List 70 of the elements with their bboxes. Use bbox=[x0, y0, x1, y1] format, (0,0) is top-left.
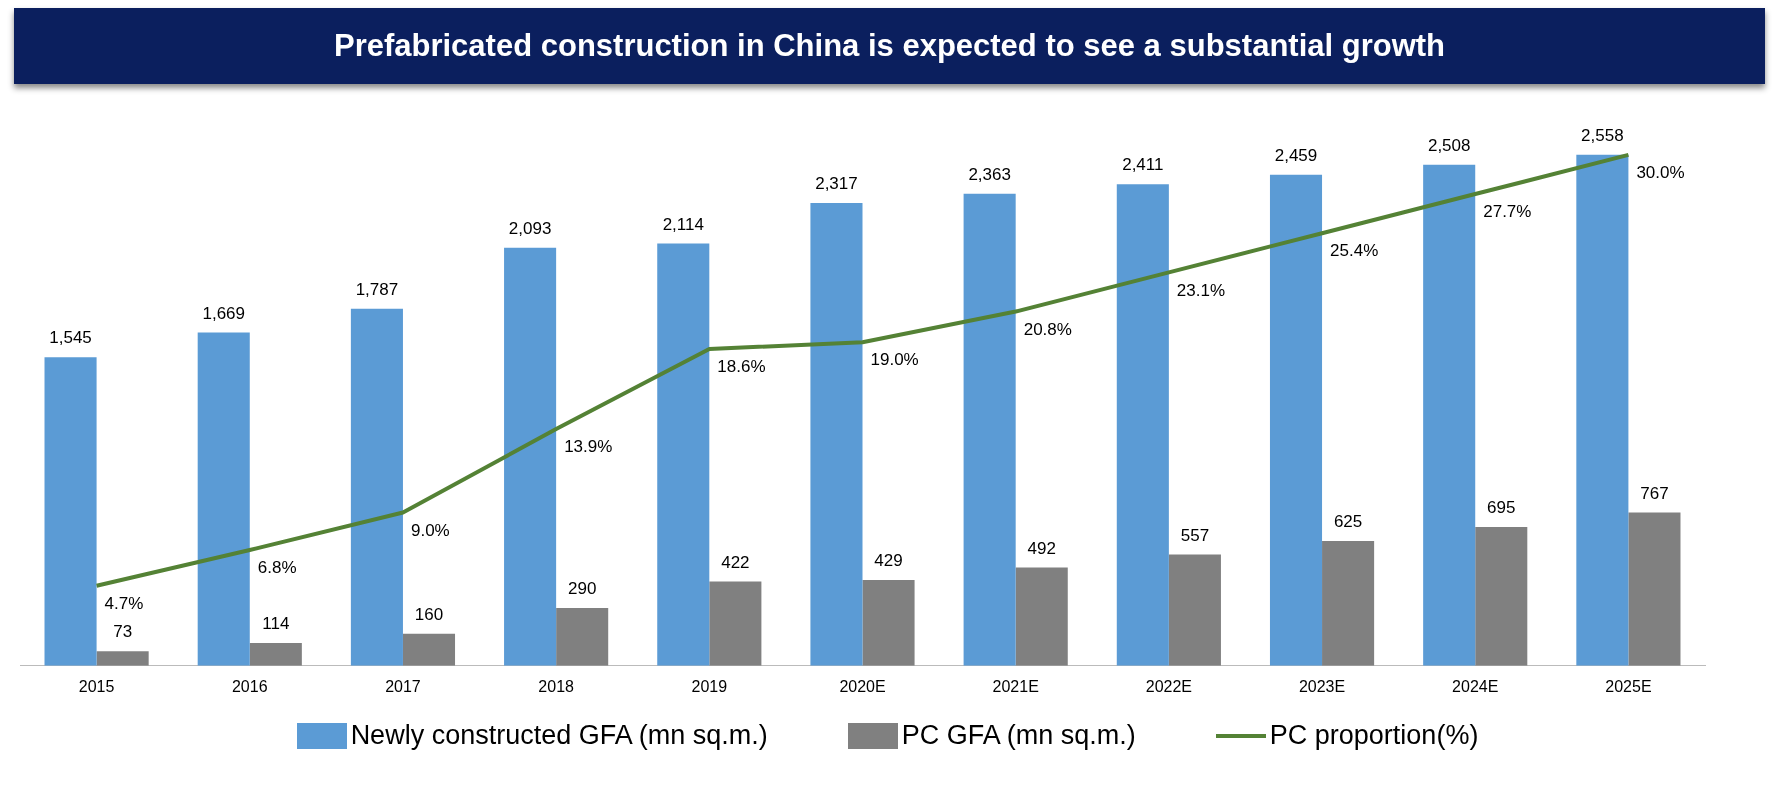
bar bbox=[709, 581, 762, 666]
bar bbox=[862, 580, 915, 666]
data-label: 2,363 bbox=[968, 165, 1011, 185]
bar bbox=[963, 193, 1016, 666]
x-tick-label: 2020E bbox=[839, 677, 886, 695]
data-label: 9.0% bbox=[410, 520, 450, 540]
x-tick-label: 2025E bbox=[1605, 677, 1652, 695]
data-label: 2,411 bbox=[1122, 155, 1164, 175]
x-tick-label: 2017 bbox=[385, 677, 421, 695]
bar bbox=[1423, 164, 1476, 666]
x-tick-label: 2015 bbox=[78, 677, 115, 695]
data-label: 290 bbox=[567, 579, 597, 599]
data-label: 2,508 bbox=[1427, 136, 1471, 156]
data-label: 25.4% bbox=[1330, 241, 1379, 261]
data-label: 18.6% bbox=[717, 357, 766, 377]
bar bbox=[1269, 174, 1323, 666]
bar bbox=[1475, 526, 1528, 666]
data-label: 767 bbox=[1640, 483, 1669, 503]
data-label: 27.7% bbox=[1483, 202, 1532, 222]
x-tick-label: 2024E bbox=[1452, 677, 1499, 695]
data-label: 429 bbox=[874, 551, 903, 571]
data-label: 19.0% bbox=[870, 350, 919, 370]
bar bbox=[1576, 154, 1629, 666]
bar bbox=[504, 247, 557, 666]
data-label: 20.8% bbox=[1023, 319, 1072, 339]
data-label: 13.9% bbox=[564, 437, 613, 457]
data-label: 160 bbox=[414, 605, 444, 625]
bar bbox=[1015, 567, 1068, 666]
bar bbox=[1628, 512, 1681, 666]
bar bbox=[810, 203, 863, 666]
bar bbox=[249, 643, 302, 666]
data-label: 1,545 bbox=[49, 328, 92, 348]
chart-title: Prefabricated construction in China is expected to see a substantial growth bbox=[14, 8, 1765, 84]
legend-label: PC proportion(%) bbox=[1269, 720, 1479, 751]
data-label: 625 bbox=[1333, 512, 1363, 532]
data-label: 4.7% bbox=[104, 593, 144, 613]
data-label: 695 bbox=[1487, 498, 1516, 518]
x-tick-label: 2016 bbox=[231, 677, 268, 695]
data-label: 2,114 bbox=[662, 214, 704, 234]
x-tick-label: 2019 bbox=[691, 677, 728, 695]
data-label: 6.8% bbox=[257, 558, 297, 578]
data-label: 557 bbox=[1180, 525, 1210, 545]
data-label: 73 bbox=[113, 622, 133, 642]
bar bbox=[657, 243, 710, 666]
data-label: 422 bbox=[721, 552, 750, 572]
data-label: 1,787 bbox=[355, 280, 399, 300]
legend-label: Newly constructed GFA (mn sq.m.) bbox=[350, 720, 768, 751]
x-tick-label: 2022E bbox=[1145, 677, 1192, 695]
data-label: 492 bbox=[1027, 538, 1056, 558]
bar bbox=[350, 308, 403, 666]
data-label: 114 bbox=[262, 614, 290, 634]
data-label: 23.1% bbox=[1176, 280, 1226, 300]
data-label: 2,459 bbox=[1274, 145, 1318, 165]
bar bbox=[1116, 184, 1169, 666]
x-tick-label: 2021E bbox=[992, 677, 1039, 695]
data-label: 2,317 bbox=[815, 174, 858, 194]
legend-label: PC GFA (mn sq.m.) bbox=[901, 720, 1136, 751]
bar bbox=[1322, 540, 1375, 666]
x-tick-label: 2018 bbox=[538, 677, 575, 695]
x-tick-label: 2023E bbox=[1298, 677, 1346, 695]
bar bbox=[1168, 554, 1221, 666]
bar bbox=[197, 332, 250, 666]
data-label: 30.0% bbox=[1636, 163, 1685, 183]
data-label: 1,669 bbox=[202, 303, 246, 323]
bar bbox=[44, 357, 97, 666]
bar bbox=[402, 633, 456, 666]
data-label: 2,558 bbox=[1581, 126, 1624, 146]
bar bbox=[556, 607, 609, 666]
data-label: 2,093 bbox=[508, 218, 552, 238]
bar bbox=[96, 651, 149, 666]
